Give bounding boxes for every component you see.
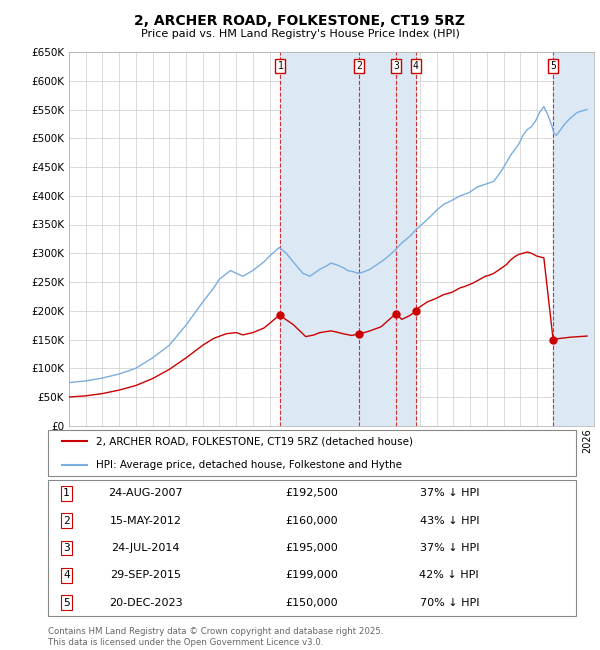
- Text: 37% ↓ HPI: 37% ↓ HPI: [419, 543, 479, 553]
- Text: 15-MAY-2012: 15-MAY-2012: [110, 515, 182, 526]
- FancyBboxPatch shape: [48, 430, 576, 476]
- Text: 1: 1: [63, 488, 70, 499]
- Text: 2: 2: [356, 61, 362, 72]
- FancyBboxPatch shape: [48, 480, 576, 616]
- Text: Price paid vs. HM Land Registry's House Price Index (HPI): Price paid vs. HM Land Registry's House …: [140, 29, 460, 38]
- Bar: [553, 52, 594, 426]
- Text: £150,000: £150,000: [286, 597, 338, 608]
- Text: 24-AUG-2007: 24-AUG-2007: [109, 488, 183, 499]
- Text: 5: 5: [63, 597, 70, 608]
- Text: 3: 3: [63, 543, 70, 553]
- Text: 2, ARCHER ROAD, FOLKESTONE, CT19 5RZ: 2, ARCHER ROAD, FOLKESTONE, CT19 5RZ: [134, 14, 466, 29]
- Text: 4: 4: [413, 61, 419, 72]
- Text: 5: 5: [550, 61, 556, 72]
- Text: 4: 4: [63, 570, 70, 580]
- Text: £199,000: £199,000: [286, 570, 338, 580]
- Text: 2: 2: [63, 515, 70, 526]
- Text: 29-SEP-2015: 29-SEP-2015: [110, 570, 181, 580]
- Text: £195,000: £195,000: [286, 543, 338, 553]
- Text: HPI: Average price, detached house, Folkestone and Hythe: HPI: Average price, detached house, Folk…: [95, 460, 401, 470]
- Bar: [359, 52, 416, 426]
- Text: £192,500: £192,500: [286, 488, 338, 499]
- Bar: [280, 52, 359, 426]
- Text: 1: 1: [277, 61, 283, 72]
- Text: 3: 3: [393, 61, 399, 72]
- Text: 37% ↓ HPI: 37% ↓ HPI: [419, 488, 479, 499]
- Text: Contains HM Land Registry data © Crown copyright and database right 2025.
This d: Contains HM Land Registry data © Crown c…: [48, 627, 383, 647]
- Text: 2, ARCHER ROAD, FOLKESTONE, CT19 5RZ (detached house): 2, ARCHER ROAD, FOLKESTONE, CT19 5RZ (de…: [95, 436, 413, 447]
- Text: 42% ↓ HPI: 42% ↓ HPI: [419, 570, 479, 580]
- Text: 70% ↓ HPI: 70% ↓ HPI: [419, 597, 479, 608]
- Text: 20-DEC-2023: 20-DEC-2023: [109, 597, 182, 608]
- Text: 24-JUL-2014: 24-JUL-2014: [112, 543, 180, 553]
- Text: £160,000: £160,000: [286, 515, 338, 526]
- Text: 43% ↓ HPI: 43% ↓ HPI: [419, 515, 479, 526]
